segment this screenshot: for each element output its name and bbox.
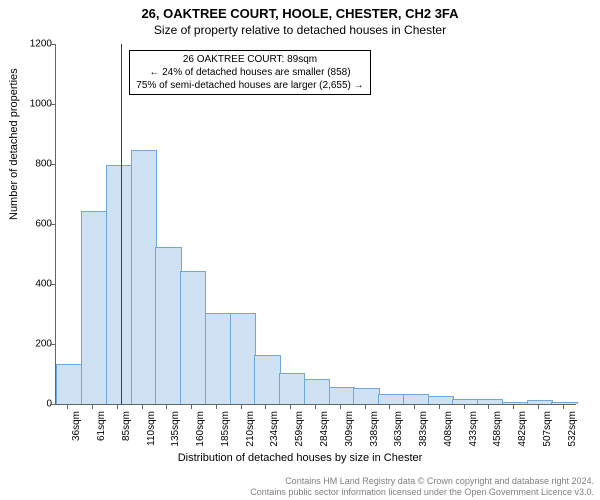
- x-tick-mark: [166, 404, 167, 409]
- x-tick-mark: [191, 404, 192, 409]
- annotation-line1: 26 OAKTREE COURT: 89sqm: [136, 53, 363, 66]
- histogram-bar: [329, 387, 355, 405]
- histogram-bar: [304, 379, 330, 404]
- plot-area: 26 OAKTREE COURT: 89sqm ← 24% of detache…: [55, 44, 576, 405]
- histogram-bar: [353, 388, 379, 404]
- x-axis-label: Distribution of detached houses by size …: [0, 452, 600, 464]
- x-tick-mark: [290, 404, 291, 409]
- x-tick-mark: [513, 404, 514, 409]
- histogram-bar: [502, 402, 528, 405]
- x-tick-mark: [216, 404, 217, 409]
- histogram-bar: [180, 271, 206, 404]
- histogram-bar: [551, 402, 577, 405]
- histogram-bar: [155, 247, 181, 404]
- x-tick-mark: [142, 404, 143, 409]
- footer-line2: Contains public sector information licen…: [250, 487, 594, 498]
- histogram-bar: [428, 396, 454, 405]
- annotation-line3: 75% of semi-detached houses are larger (…: [136, 79, 363, 92]
- x-tick-mark: [340, 404, 341, 409]
- footer-attribution: Contains HM Land Registry data © Crown c…: [250, 476, 594, 498]
- histogram-bar: [477, 399, 503, 404]
- x-tick-mark: [241, 404, 242, 409]
- histogram-bar: [527, 400, 553, 404]
- annotation-line2: ← 24% of detached houses are smaller (85…: [136, 66, 363, 79]
- x-tick-mark: [439, 404, 440, 409]
- x-tick-mark: [315, 404, 316, 409]
- x-tick-mark: [67, 404, 68, 409]
- x-tick-mark: [389, 404, 390, 409]
- histogram-bar: [279, 373, 305, 404]
- chart-title: 26, OAKTREE COURT, HOOLE, CHESTER, CH2 3…: [0, 0, 600, 21]
- annotation-box: 26 OAKTREE COURT: 89sqm ← 24% of detache…: [129, 50, 370, 95]
- histogram-bar: [403, 394, 429, 404]
- chart-container: 26, OAKTREE COURT, HOOLE, CHESTER, CH2 3…: [0, 0, 600, 500]
- histogram-bar: [230, 313, 256, 404]
- reference-line-mark: [121, 44, 122, 404]
- histogram-bar: [81, 211, 107, 404]
- histogram-bar: [452, 399, 478, 405]
- footer-line1: Contains HM Land Registry data © Crown c…: [250, 476, 594, 487]
- x-tick-mark: [117, 404, 118, 409]
- x-tick-mark: [488, 404, 489, 409]
- x-tick-mark: [414, 404, 415, 409]
- x-tick-mark: [265, 404, 266, 409]
- histogram-bar: [254, 355, 280, 404]
- histogram-bar: [56, 364, 82, 404]
- histogram-bar: [106, 165, 132, 405]
- histogram-bar: [205, 313, 231, 404]
- x-tick-mark: [563, 404, 564, 409]
- x-tick-mark: [365, 404, 366, 409]
- y-tick-label: 1000: [30, 99, 52, 110]
- chart-subtitle: Size of property relative to detached ho…: [0, 21, 600, 37]
- x-tick-mark: [538, 404, 539, 409]
- x-tick-mark: [92, 404, 93, 409]
- y-axis-label: Number of detached properties: [8, 68, 20, 220]
- histogram-bar: [131, 150, 157, 405]
- x-tick-mark: [464, 404, 465, 409]
- y-tick-label: 1200: [30, 39, 52, 50]
- histogram-bar: [378, 394, 404, 404]
